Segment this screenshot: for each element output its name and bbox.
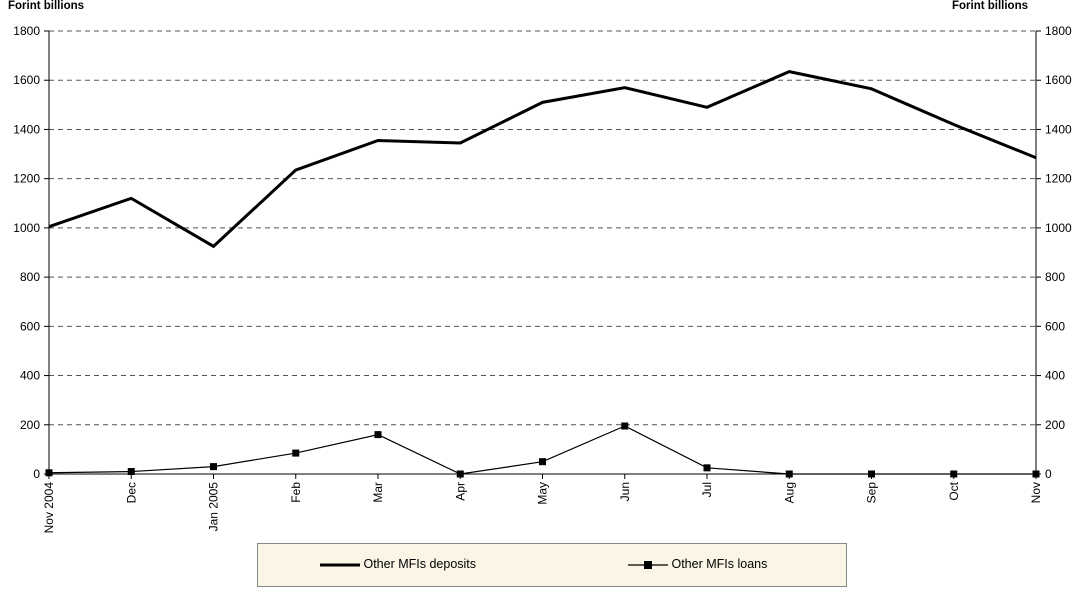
legend-item-deposits: Other MFIs deposits <box>320 557 476 571</box>
data-point-loans <box>950 470 958 478</box>
data-point-loans <box>539 458 546 466</box>
y-tick-label-left: 1200 <box>13 172 40 186</box>
legend-label-deposits: Other MFIs deposits <box>363 557 477 571</box>
x-tick-label: Apr <box>453 482 467 501</box>
data-point-loans <box>210 463 217 471</box>
y-tick-label-left: 1600 <box>13 73 40 87</box>
x-tick-label: Jan 2005 <box>207 482 221 532</box>
data-point-loans <box>127 468 135 476</box>
x-tick-label: Jul <box>700 482 714 497</box>
data-point-loans <box>868 470 875 478</box>
legend-item-loans: Other MFIs loans <box>628 557 767 571</box>
legend-label-loans: Other MFIs loans <box>671 557 768 571</box>
series-line-deposits <box>48 70 1037 249</box>
y-tick-label-left: 0 <box>33 467 40 481</box>
y-tick-label-right: 600 <box>1045 319 1065 333</box>
data-point-loans <box>45 469 53 477</box>
y-tick-label-left: 1400 <box>13 122 40 136</box>
x-tick-label: Nov 2004 <box>42 482 56 534</box>
y-tick-label-right: 0 <box>1045 467 1052 481</box>
y-tick-label-left: 1800 <box>13 24 40 38</box>
series-line-loans <box>48 425 1036 475</box>
x-tick-label: Feb <box>289 482 303 503</box>
legend-swatch-loans <box>628 560 668 569</box>
y-tick-label-right: 1600 <box>1045 73 1072 87</box>
x-tick-label: Nov <box>1029 482 1043 503</box>
y-tick-label-right: 1200 <box>1045 172 1072 186</box>
data-point-loans <box>292 449 300 457</box>
y-tick-label-right: 1000 <box>1045 221 1072 235</box>
y-tick-label-right: 400 <box>1045 369 1065 383</box>
legend: Other MFIs deposits Other MFIs loans <box>257 543 847 587</box>
right-axis-unit-label: Forint billions <box>951 0 1028 12</box>
y-tick-label-right: 200 <box>1045 418 1065 432</box>
y-tick-label-left: 600 <box>20 319 40 333</box>
data-point-loans <box>1032 470 1040 478</box>
y-tick-label-right: 800 <box>1045 270 1065 284</box>
left-axis-unit-label: Forint billions <box>8 0 85 12</box>
y-tick-label-left: 800 <box>20 270 40 284</box>
y-tick-label-left: 200 <box>20 418 40 432</box>
x-tick-label: Dec <box>124 482 138 503</box>
x-tick-label: Jun <box>618 482 632 501</box>
y-tick-label-left: 400 <box>20 369 40 383</box>
data-point-loans <box>785 470 793 478</box>
data-point-loans <box>621 422 629 430</box>
x-tick-label: May <box>536 482 550 505</box>
x-tick-label: Mar <box>371 482 385 503</box>
y-tick-label-left: 1000 <box>13 221 40 235</box>
x-tick-label: Oct <box>947 481 961 500</box>
legend-swatch-deposits <box>320 563 360 567</box>
data-point-loans <box>456 470 464 478</box>
x-tick-label: Sep <box>865 482 879 504</box>
y-tick-label-right: 1800 <box>1045 24 1072 38</box>
data-point-loans <box>374 431 382 439</box>
data-point-loans <box>703 464 711 472</box>
y-tick-label-right: 1400 <box>1045 122 1072 136</box>
x-tick-label: Aug <box>782 482 796 503</box>
